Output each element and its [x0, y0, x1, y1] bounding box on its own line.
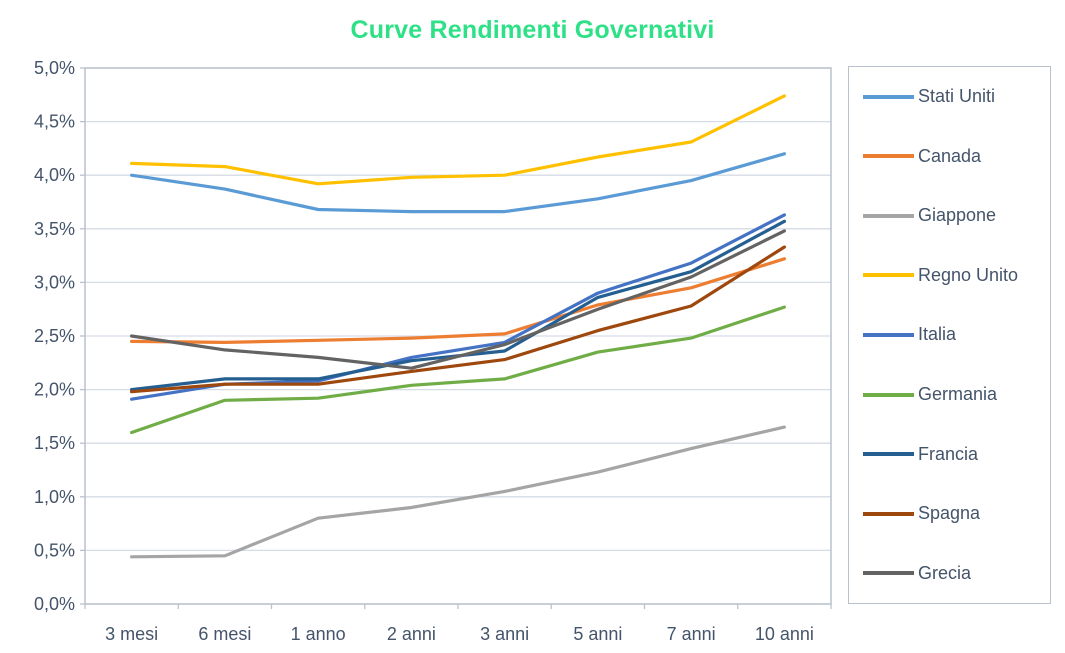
x-axis-label: 6 mesi — [198, 624, 251, 644]
x-axis-label: 3 anni — [480, 624, 529, 644]
legend-swatch-regno-unito — [863, 273, 914, 278]
legend-swatch-canada — [863, 154, 914, 159]
legend-label-italia: Italia — [918, 324, 957, 345]
legend-item-regno-unito: Regno Unito — [849, 265, 1050, 286]
x-axis-label: 7 anni — [667, 624, 716, 644]
legend-item-italia: Italia — [849, 324, 1050, 345]
legend-swatch-spagna — [863, 511, 914, 516]
x-axis-label: 3 mesi — [105, 624, 158, 644]
legend-item-giappone: Giappone — [849, 205, 1050, 226]
chart-title: Curve Rendimenti Governativi — [350, 16, 715, 44]
series-line-spagna — [130, 245, 787, 394]
x-axis-label: 1 anno — [291, 624, 346, 644]
y-axis-label: 3,5% — [34, 219, 75, 239]
legend-item-stati-uniti: Stati Uniti — [849, 86, 1050, 107]
y-axis-label: 1,5% — [34, 433, 75, 453]
y-axis-label: 3,0% — [34, 272, 75, 292]
series-line-giappone — [130, 425, 787, 559]
legend-item-grecia: Grecia — [849, 563, 1050, 584]
x-axis-label: 5 anni — [573, 624, 622, 644]
legend-item-canada: Canada — [849, 146, 1050, 167]
series-line-grecia — [130, 229, 787, 370]
y-axis-label: 4,0% — [34, 165, 75, 185]
series-line-canada — [130, 257, 787, 344]
y-axis-label: 2,5% — [34, 326, 75, 346]
legend-label-francia: Francia — [918, 443, 979, 464]
legend: Stati Uniti Canada Giappone Regno Unito Ital… — [848, 66, 1051, 604]
legend-label-grecia: Grecia — [918, 562, 972, 583]
y-axis-label: 0,0% — [34, 594, 75, 614]
y-axis-label: 0,5% — [34, 540, 75, 560]
legend-item-francia: Francia — [849, 444, 1050, 465]
x-axis-label: 2 anni — [387, 624, 436, 644]
legend-swatch-francia — [863, 452, 914, 457]
series-line-germania — [130, 305, 787, 435]
legend-swatch-germania — [863, 392, 914, 397]
legend-label-giappone: Giappone — [918, 205, 997, 226]
y-axis-label: 2,0% — [34, 380, 75, 400]
legend-label-regno-unito: Regno Unito — [918, 264, 1019, 285]
legend-swatch-giappone — [863, 213, 914, 218]
legend-swatch-italia — [863, 332, 914, 337]
legend-item-spagna: Spagna — [849, 503, 1050, 524]
y-axis-label: 5,0% — [34, 58, 75, 78]
legend-label-canada: Canada — [918, 145, 982, 166]
legend-swatch-grecia — [863, 571, 914, 576]
series-line-regno-unito — [130, 94, 787, 186]
legend-item-germania: Germania — [849, 384, 1050, 405]
x-axis-label: 10 anni — [755, 624, 814, 644]
y-axis-label: 1,0% — [34, 487, 75, 507]
series-line-stati-uniti — [130, 152, 787, 214]
y-axis-label: 4,5% — [34, 112, 75, 132]
legend-label-germania: Germania — [918, 384, 998, 404]
legend-label-stati-uniti: Stati Uniti — [918, 86, 996, 107]
legend-swatch-stati-uniti — [863, 94, 914, 99]
legend-label-spagna: Spagna — [918, 503, 981, 524]
